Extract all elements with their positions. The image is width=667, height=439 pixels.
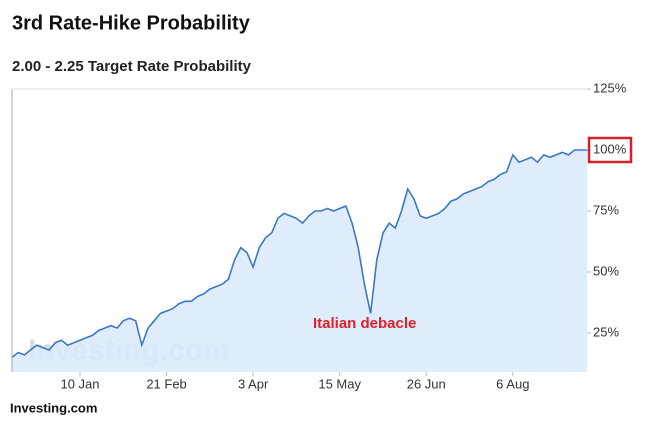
- y-tick-label: 50%: [593, 263, 619, 278]
- x-tick-label: 26 Jun: [407, 376, 446, 391]
- y-tick-label: 25%: [593, 324, 619, 339]
- annotation: Italian debacle: [313, 315, 416, 332]
- x-tick-label: 10 Jan: [60, 376, 99, 391]
- area: [12, 150, 587, 372]
- x-tick-label: 6 Aug: [496, 376, 529, 391]
- source: Investing.com: [10, 400, 97, 415]
- chart-subtitle: 2.00 - 2.25 Target Rate Probability: [12, 58, 252, 75]
- chart-title: 3rd Rate-Hike Probability: [12, 12, 251, 34]
- x-tick-label: 15 May: [318, 376, 361, 391]
- tick-highlight: [587, 136, 633, 164]
- x-tick-label: 3 Apr: [238, 376, 269, 391]
- y-tick-label: 125%: [593, 80, 627, 95]
- x-tick-label: 21 Feb: [146, 376, 186, 391]
- line: [11, 149, 587, 359]
- y-tick-label: 100%: [593, 141, 627, 156]
- y-tick-label: 75%: [593, 202, 619, 217]
